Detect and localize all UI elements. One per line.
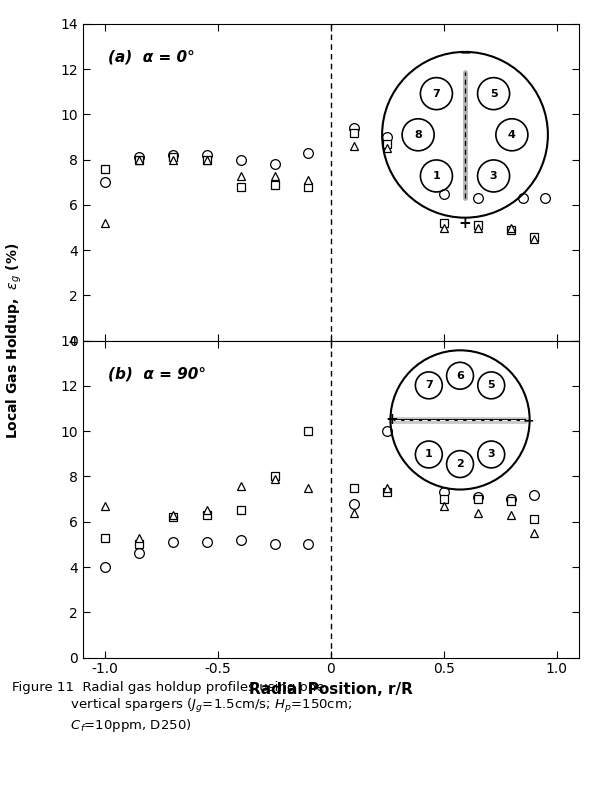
Text: −: −: [459, 45, 471, 59]
Text: Local Gas Holdup,  $ε_g$ (%): Local Gas Holdup, $ε_g$ (%): [5, 242, 24, 439]
Text: +: +: [459, 216, 472, 231]
Text: 2: 2: [456, 459, 464, 469]
Text: 3: 3: [490, 171, 498, 181]
Text: −: −: [522, 413, 534, 427]
Text: (a)  α = 0°: (a) α = 0°: [108, 49, 194, 65]
Text: 5: 5: [490, 88, 498, 99]
Text: 3: 3: [488, 450, 495, 460]
Text: 5: 5: [488, 380, 495, 391]
Text: +: +: [385, 412, 398, 427]
Text: 6: 6: [456, 371, 464, 381]
Text: 1: 1: [425, 450, 433, 460]
Text: 7: 7: [425, 380, 433, 391]
Text: 7: 7: [433, 88, 440, 99]
Text: Figure 11  Radial gas holdup profiles using one
              vertical spargers : Figure 11 Radial gas holdup profiles usi…: [12, 681, 352, 734]
Text: 4: 4: [508, 130, 516, 139]
Text: 8: 8: [414, 130, 422, 139]
X-axis label: Radial Position, r/R: Radial Position, r/R: [249, 682, 413, 697]
Text: 1: 1: [433, 171, 440, 181]
Text: (b)  α = 90°: (b) α = 90°: [108, 366, 206, 381]
